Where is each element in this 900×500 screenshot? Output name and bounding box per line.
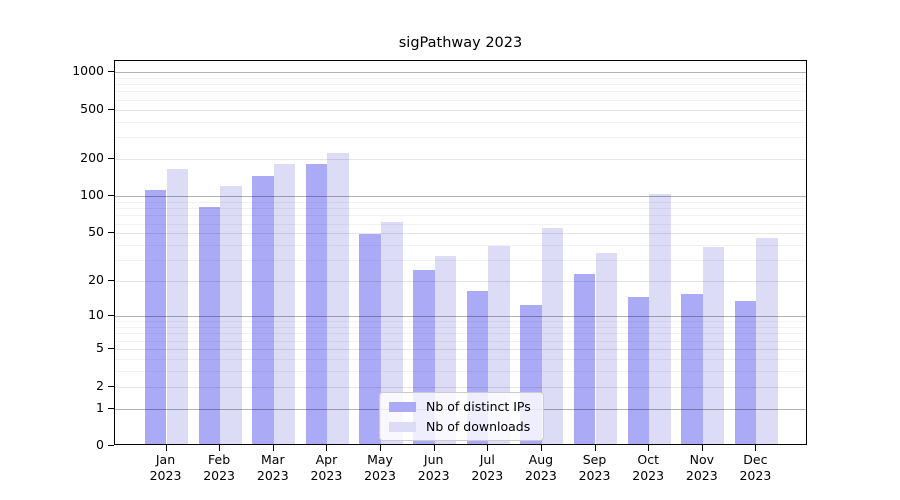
bar-downloads-may	[381, 221, 403, 444]
bar-downloads-oct	[649, 194, 671, 444]
y-tick-label: 100	[80, 187, 104, 203]
y-tick-label: 1000	[72, 63, 104, 78]
legend-item-distinct-ips: Nb of distinct IPs	[389, 398, 531, 415]
legend-item-downloads: Nb of downloads	[389, 418, 531, 435]
bar-ips-nov	[681, 293, 703, 444]
x-tick-label-may: May 2023	[364, 452, 396, 483]
y-tick-label: 10	[88, 307, 104, 323]
x-tick-label-dec: Dec 2023	[739, 452, 772, 483]
x-tick-label-jul: Jul 2023	[471, 452, 504, 483]
bar-ips-jan	[144, 190, 167, 444]
bar-downloads-dec	[756, 237, 778, 444]
bar-ips-oct	[627, 297, 650, 444]
y-tick-label: 1	[96, 399, 104, 415]
y-axis-tick	[108, 445, 114, 446]
y-axis-tick	[108, 108, 114, 110]
y-tick-label: 50	[88, 224, 104, 240]
y-tick-label: 0	[96, 437, 104, 452]
x-tick-label-oct: Oct 2023	[632, 452, 665, 483]
gridline	[115, 196, 806, 198]
gridline	[115, 77, 806, 79]
x-axis-tick	[487, 445, 489, 451]
x-tick-label-jun: Jun 2023	[417, 452, 450, 483]
y-axis-tick	[108, 348, 114, 349]
legend-swatch-distinct-ips-icon	[389, 401, 416, 412]
y-axis-tick	[108, 157, 114, 159]
y-tick-label: 2	[96, 377, 104, 393]
y-axis-tick	[108, 71, 114, 72]
gridline	[115, 109, 806, 111]
y-tick-label: 20	[88, 272, 104, 288]
plot-area	[114, 60, 807, 445]
legend: Nb of distinct IPs Nb of downloads	[379, 392, 544, 441]
y-tick-label: 500	[80, 100, 104, 116]
chart-title: sigPathway 2023	[398, 35, 523, 51]
bar-downloads-sep	[595, 253, 618, 444]
legend-swatch-downloads-icon	[389, 421, 416, 432]
gridline	[115, 137, 806, 139]
x-axis-tick	[219, 445, 221, 451]
gridline	[115, 158, 806, 160]
bar-downloads-jan	[166, 168, 189, 444]
x-tick-label-jan: Jan 2023	[149, 452, 182, 483]
y-axis-tick	[108, 407, 114, 409]
x-axis-tick	[648, 445, 650, 451]
y-axis-tick	[108, 280, 114, 282]
x-axis-tick	[272, 445, 274, 451]
bar-ips-feb	[198, 206, 221, 444]
legend-label-downloads: Nb of downloads	[426, 419, 531, 434]
y-axis-tick	[108, 195, 114, 197]
x-axis-tick	[165, 445, 167, 451]
bar-ips-sep	[573, 274, 596, 444]
x-axis-tick	[380, 445, 381, 451]
x-axis-tick	[594, 445, 596, 451]
legend-label-distinct-ips: Nb of distinct IPs	[426, 399, 531, 414]
y-axis-tick	[108, 232, 114, 234]
x-axis-tick	[755, 445, 757, 451]
gridline	[115, 84, 806, 86]
y-axis-tick	[108, 385, 114, 387]
gridline	[115, 91, 806, 93]
x-tick-label-nov: Nov 2023	[685, 452, 718, 483]
x-axis-tick	[326, 445, 328, 451]
x-tick-label-aug: Aug 2023	[524, 452, 557, 483]
x-axis-tick	[433, 445, 435, 451]
y-tick-label: 200	[80, 149, 104, 165]
y-axis-tick	[108, 315, 114, 317]
x-tick-label-feb: Feb 2023	[203, 452, 235, 483]
x-tick-label-apr: Apr 2023	[310, 452, 343, 483]
bar-ips-may	[359, 234, 381, 444]
bar-downloads-aug	[541, 228, 564, 444]
bar-ips-dec	[734, 301, 757, 444]
bar-downloads-mar	[273, 164, 296, 444]
gridline	[115, 72, 806, 73]
bar-downloads-feb	[220, 185, 242, 444]
x-tick-label-mar: Mar 2023	[256, 452, 289, 483]
x-tick-label-sep: Sep 2023	[578, 452, 611, 483]
bar-ips-mar	[252, 176, 274, 444]
bar-downloads-nov	[702, 247, 725, 444]
gridline	[115, 201, 806, 203]
y-tick-label: 5	[96, 340, 104, 355]
gridline	[115, 99, 806, 101]
x-axis-tick	[540, 445, 542, 451]
gridline	[115, 121, 806, 123]
bar-downloads-apr	[327, 153, 349, 444]
x-axis-tick	[701, 445, 703, 451]
bar-ips-apr	[305, 163, 328, 444]
